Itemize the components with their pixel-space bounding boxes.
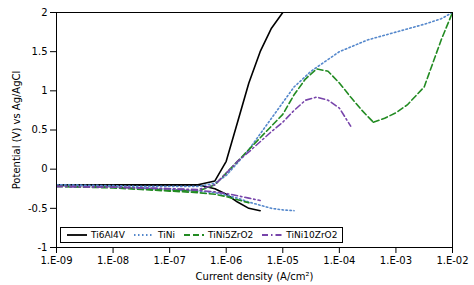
svg-text:1.E-04: 1.E-04 xyxy=(323,255,355,266)
svg-text:1.E-08: 1.E-08 xyxy=(97,255,129,266)
svg-text:0.5: 0.5 xyxy=(32,124,48,135)
html-text:TiNi: TiNi xyxy=(158,230,175,240)
html-text:TiNi10ZrO2: TiNi10ZrO2 xyxy=(286,230,338,240)
svg-text:Potential (V) vs Ag/AgCl: Potential (V) vs Ag/AgCl xyxy=(11,71,22,190)
svg-text:1.E-05: 1.E-05 xyxy=(267,255,299,266)
svg-text:2: 2 xyxy=(41,7,47,18)
svg-text:1.E-02: 1.E-02 xyxy=(436,255,468,266)
svg-text:0: 0 xyxy=(41,163,47,174)
svg-text:-1: -1 xyxy=(38,242,48,253)
svg-text:1.E-07: 1.E-07 xyxy=(154,255,186,266)
svg-text:1.E-09: 1.E-09 xyxy=(40,255,72,266)
html-text:TiNi5ZrO2: TiNi5ZrO2 xyxy=(208,230,254,240)
svg-text:Current density (A/cm²): Current density (A/cm²) xyxy=(196,271,314,282)
svg-text:1.E-06: 1.E-06 xyxy=(210,255,242,266)
svg-text:1.E-03: 1.E-03 xyxy=(380,255,412,266)
svg-text:1.5: 1.5 xyxy=(32,46,48,57)
svg-text:-0.5: -0.5 xyxy=(28,203,48,214)
svg-text:1: 1 xyxy=(41,85,47,96)
html-text:Ti6Al4V: Ti6Al4V xyxy=(91,230,125,240)
